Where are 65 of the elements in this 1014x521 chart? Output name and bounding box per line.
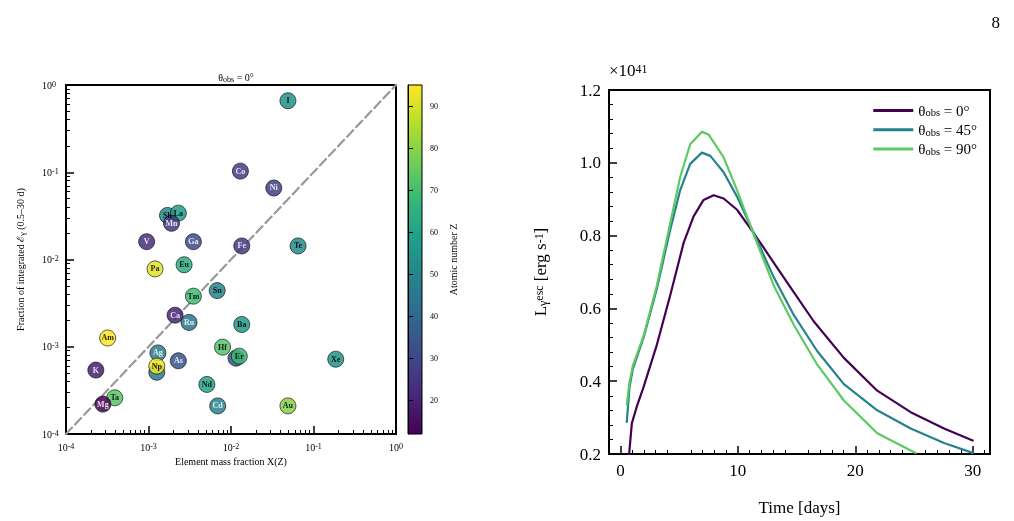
y-tick-label: 10-4 [42,428,59,440]
x-tick-label: 30 [964,461,982,480]
data-label: V [143,237,150,247]
data-label: Ba [237,319,247,329]
text: 8 [991,13,1000,32]
data-label: I [286,96,290,106]
data-label: Ru [183,317,195,327]
y-tick-label: 0.6 [579,298,601,318]
data-label: La [173,208,184,218]
data-label: Eu [179,260,190,270]
color-bar-label: 40 [430,311,438,321]
data-label: Tm [187,291,200,301]
data-label: Er [234,351,245,361]
color-bar-label: 50 [430,269,438,279]
color-bar-label: 30 [430,353,438,363]
data-label: Mg [97,399,109,409]
data-label: Hf [218,342,228,352]
color-bar-label: 90 [430,101,438,111]
x-tick-label: 0 [616,461,625,480]
x-tick-label: 10-1 [305,441,322,453]
x-tick-label: 10 [729,461,747,480]
color-bar-title: Atomic number Z [447,223,459,296]
data-label: Ag [153,348,163,358]
x-tick-label: 100 [389,441,403,453]
data-label: K [92,365,100,375]
data-label: Mn [165,218,179,228]
data-label: Ni [269,183,279,193]
y-tick-label: 10-2 [42,254,59,265]
legend-label: θobs = 90° [918,141,978,157]
x-tick-label: 10-2 [222,441,240,453]
y-tick-label: 0.4 [579,371,602,391]
data-label: Sn [212,286,223,296]
data-label: Ga [188,237,199,247]
data-label: Am [101,333,115,343]
legend-label: θobs = 0° [918,102,970,119]
y-tick-label: 0.8 [579,226,601,246]
data-label: Nd [201,379,213,389]
y-tick-label: 10-1 [42,166,59,178]
data-label: Xe [331,354,341,364]
y-tick-label: 10-3 [42,341,59,353]
y-tick-label: 1.0 [579,153,601,173]
y-tick-label: 1.2 [579,80,601,100]
x-axis-title: Element mass fraction X(Z) [175,456,287,469]
x-tick-label: 10-4 [57,441,75,453]
data-label: Cd [212,401,224,411]
data-label: Ca [170,310,180,320]
y-tick-label: 100 [42,79,56,91]
data-label: Np [151,361,163,371]
data-label: Fe [237,241,247,251]
color-bar-label: 70 [430,185,438,195]
chart-title: θobs = 0° [218,72,254,84]
data-label: Co [235,166,246,176]
x-tick-label: 20 [846,461,864,480]
data-label: As [173,356,183,366]
legend-label: θobs = 45° [918,121,978,138]
data-label: Te [293,241,303,251]
y-tick-label: 0.2 [579,444,601,464]
x-axis-title: Time [days] [758,498,841,517]
color-bar-label: 60 [430,227,438,237]
color-bar-label: 80 [430,143,438,153]
color-bar-label: 20 [430,395,438,405]
data-label: Ta [110,393,120,403]
data-label: Pa [150,264,160,274]
x-tick-label: 10-3 [140,441,157,453]
data-label: Au [282,401,294,411]
